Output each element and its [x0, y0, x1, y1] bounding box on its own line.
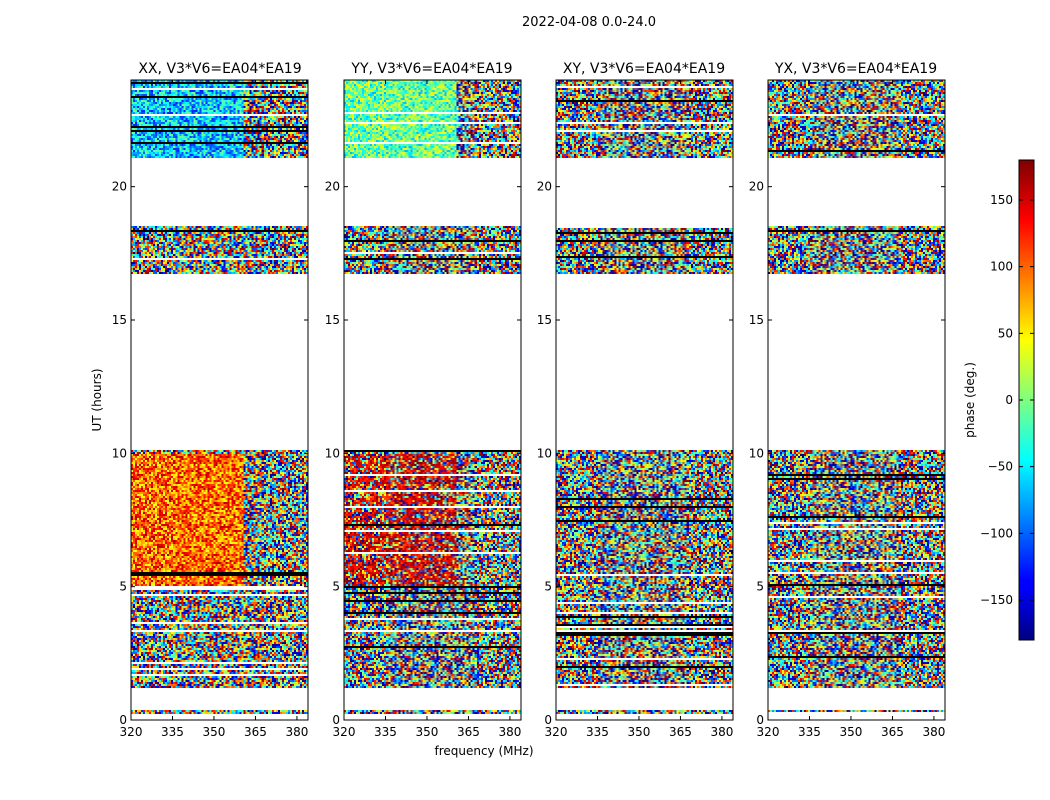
panel-title-yx: YX, V3*V6=EA04*EA19 — [774, 61, 937, 77]
x-tick-label: 365 — [881, 725, 904, 739]
heatmap-cells — [556, 80, 733, 720]
panel-yy: YY, V3*V6=EA04*EA19 320 335 350 365 380 0 5 10… — [325, 61, 522, 739]
y-ticks-yx: 0 5 10 15 20 — [749, 180, 945, 727]
x-tick-label: 320 — [757, 725, 780, 739]
x-tick-label: 350 — [840, 725, 863, 739]
y-tick-label: 15 — [112, 313, 127, 327]
y-tick-label: 10 — [112, 446, 127, 460]
heatmap-xx — [131, 80, 308, 720]
y-tick-label: 0 — [332, 713, 340, 727]
x-ticks-yx: 320 335 350 365 380 — [757, 80, 945, 739]
x-tick-label: 365 — [457, 725, 480, 739]
x-axis-label: frequency (MHz) — [434, 744, 533, 758]
plot-frame-xx — [130, 79, 309, 721]
x-tick-label: 380 — [710, 725, 733, 739]
heatmap-xy — [556, 80, 733, 720]
x-tick-label: 380 — [922, 725, 945, 739]
x-tick-label: 335 — [161, 725, 184, 739]
y-tick-label: 15 — [749, 313, 764, 327]
heatmap-cells — [344, 80, 521, 720]
colorbar-tick-label: 100 — [990, 260, 1013, 274]
panel-title-xx: XX, V3*V6=EA04*EA19 — [138, 61, 301, 77]
x-tick-label: 350 — [628, 725, 651, 739]
x-ticks-xx: 320 335 350 365 380 — [120, 80, 308, 739]
x-tick-label: 335 — [586, 725, 609, 739]
colorbar-tick-label: 50 — [998, 326, 1013, 340]
x-tick-label: 380 — [498, 725, 521, 739]
panel-xx: XX, V3*V6=EA04*EA19 320 335 350 365 380 0 5 10… — [112, 61, 309, 739]
x-tick-label: 320 — [333, 725, 356, 739]
y-tick-label: 10 — [537, 446, 552, 460]
panel-title-xy: XY, V3*V6=EA04*EA19 — [563, 61, 725, 77]
x-tick-label: 335 — [374, 725, 397, 739]
colorbar-tick-label: −50 — [988, 460, 1013, 474]
y-tick-label: 10 — [749, 446, 764, 460]
heatmap-yy — [344, 80, 521, 720]
y-tick-label: 0 — [119, 713, 127, 727]
heatmap-cells — [768, 80, 945, 720]
panel-xy: XY, V3*V6=EA04*EA19 320 335 350 365 380 0 5 10… — [537, 61, 734, 739]
plot-frame-xy — [555, 79, 734, 721]
y-tick-label: 0 — [544, 713, 552, 727]
colorbar-tick-label: 0 — [1005, 393, 1013, 407]
panel-title-yy: YY, V3*V6=EA04*EA19 — [350, 61, 512, 77]
y-tick-label: 10 — [325, 446, 340, 460]
x-ticks-yy: 320 335 350 365 380 — [333, 80, 521, 739]
x-tick-label: 320 — [120, 725, 143, 739]
heatmap-yx — [768, 80, 945, 720]
x-tick-label: 335 — [798, 725, 821, 739]
y-tick-label: 15 — [325, 313, 340, 327]
colorbar-tick-label: −150 — [980, 593, 1013, 607]
y-tick-label: 20 — [112, 180, 127, 194]
x-tick-label: 350 — [416, 725, 439, 739]
y-tick-label: 20 — [749, 180, 764, 194]
y-tick-label: 5 — [756, 580, 764, 594]
y-ticks-xy: 0 5 10 15 20 — [537, 180, 733, 727]
y-tick-label: 5 — [119, 580, 127, 594]
y-tick-label: 5 — [332, 580, 340, 594]
x-tick-label: 380 — [285, 725, 308, 739]
y-tick-label: 5 — [544, 580, 552, 594]
x-ticks-xy: 320 335 350 365 380 — [545, 80, 733, 739]
y-tick-label: 15 — [537, 313, 552, 327]
x-tick-label: 320 — [545, 725, 568, 739]
colorbar: 150 100 50 0 −50 −100 −150 phase (deg.) — [963, 159, 1035, 641]
colorbar-tick-label: 150 — [990, 193, 1013, 207]
y-tick-label: 0 — [756, 713, 764, 727]
y-tick-label: 20 — [325, 180, 340, 194]
y-ticks-yy: 0 5 10 15 20 — [325, 180, 521, 727]
plot-frame-yy — [343, 79, 522, 721]
colorbar-label: phase (deg.) — [963, 362, 977, 438]
x-tick-label: 365 — [669, 725, 692, 739]
x-tick-label: 350 — [203, 725, 226, 739]
y-ticks-xx: 0 5 10 15 20 — [112, 180, 308, 727]
panel-yx: YX, V3*V6=EA04*EA19 320 335 350 365 380 0 5 10… — [749, 61, 946, 739]
y-tick-label: 20 — [537, 180, 552, 194]
y-axis-label: UT (hours) — [90, 368, 104, 431]
figure-title: 2022-04-08 0.0-24.0 — [522, 15, 656, 30]
colorbar-tick-label: −100 — [980, 526, 1013, 540]
heatmap-cells — [131, 80, 308, 720]
x-tick-label: 365 — [244, 725, 267, 739]
colorbar-ticks: 150 100 50 0 −50 −100 −150 — [980, 193, 1034, 607]
plot-frame-yx — [767, 79, 946, 721]
